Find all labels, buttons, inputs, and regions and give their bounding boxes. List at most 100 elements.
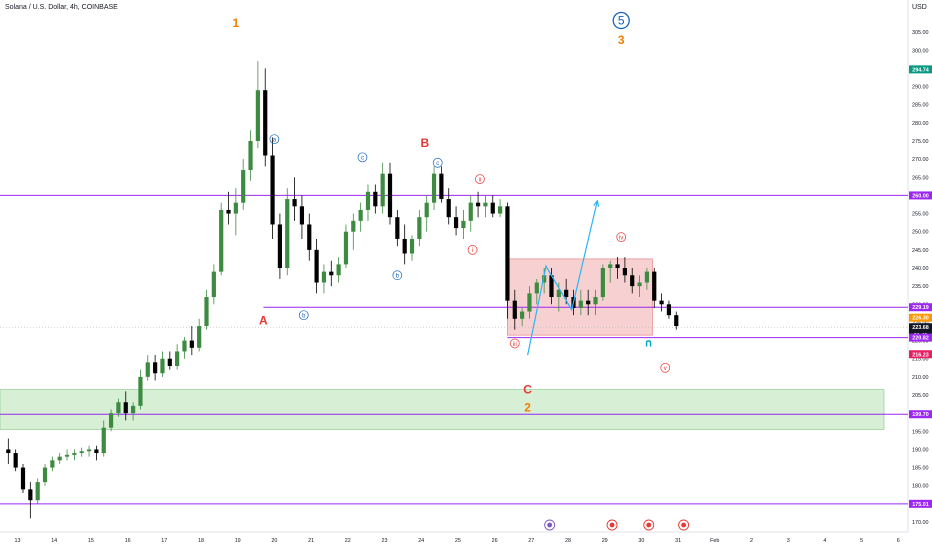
candle[interactable] <box>387 173 393 218</box>
candle[interactable] <box>351 220 356 232</box>
candle[interactable] <box>520 311 525 319</box>
candle[interactable] <box>439 173 444 200</box>
candle[interactable] <box>145 362 150 377</box>
candle[interactable] <box>307 224 312 250</box>
candle[interactable] <box>666 304 672 316</box>
candle[interactable] <box>542 275 547 283</box>
price-tag <box>909 65 932 74</box>
price-tag-label: 220.82 <box>912 336 929 342</box>
candle[interactable] <box>483 202 488 207</box>
candle[interactable] <box>263 90 268 156</box>
candle[interactable] <box>490 202 495 214</box>
candle[interactable] <box>652 271 657 301</box>
candle[interactable] <box>167 358 172 366</box>
candle[interactable] <box>270 155 275 225</box>
demand-zone[interactable] <box>0 389 885 430</box>
candle[interactable] <box>417 217 422 239</box>
candle[interactable] <box>395 217 400 239</box>
candle[interactable] <box>153 362 158 374</box>
candle[interactable] <box>674 315 679 327</box>
projection-path[interactable] <box>527 200 598 356</box>
candle[interactable] <box>402 238 407 254</box>
price-tag <box>909 323 932 332</box>
candle[interactable] <box>615 264 620 268</box>
candle[interactable] <box>365 191 371 210</box>
candle[interactable] <box>424 202 429 218</box>
candle[interactable] <box>116 402 121 414</box>
candle[interactable] <box>211 271 216 298</box>
candle[interactable] <box>644 271 650 283</box>
candle[interactable] <box>622 268 627 276</box>
candle[interactable] <box>189 340 194 348</box>
plot-area[interactable] <box>0 0 908 532</box>
candle[interactable] <box>241 170 246 203</box>
candle[interactable] <box>42 467 48 483</box>
candle[interactable] <box>255 90 260 141</box>
candle[interactable] <box>329 271 334 276</box>
candle[interactable] <box>50 460 55 468</box>
candle[interactable] <box>6 449 11 454</box>
candle[interactable] <box>219 209 224 272</box>
candle[interactable] <box>94 449 99 454</box>
candle[interactable] <box>475 202 481 207</box>
candle[interactable] <box>20 467 26 490</box>
candle[interactable] <box>86 449 92 452</box>
candle[interactable] <box>13 453 18 468</box>
y-tick-label: 300.00 <box>912 48 929 54</box>
candle[interactable] <box>461 220 466 229</box>
candle[interactable] <box>108 413 114 428</box>
candle[interactable] <box>299 206 305 225</box>
candle[interactable] <box>637 282 642 287</box>
candle[interactable] <box>380 173 385 207</box>
candle[interactable] <box>468 202 473 221</box>
candle[interactable] <box>358 209 363 221</box>
candle[interactable] <box>57 456 62 461</box>
candle[interactable] <box>564 289 569 298</box>
candle[interactable] <box>285 199 290 268</box>
candle[interactable] <box>534 282 539 294</box>
candle[interactable] <box>314 249 319 283</box>
candle[interactable] <box>630 275 635 287</box>
candle[interactable] <box>35 482 40 501</box>
candle[interactable] <box>453 217 459 229</box>
candle[interactable] <box>343 231 349 265</box>
candle[interactable] <box>72 453 77 455</box>
candle[interactable] <box>28 489 33 501</box>
candle[interactable] <box>446 199 451 218</box>
candle[interactable] <box>505 206 510 301</box>
candle[interactable] <box>233 202 238 214</box>
candle[interactable] <box>549 275 554 298</box>
candle[interactable] <box>498 206 503 214</box>
candle[interactable] <box>600 268 605 298</box>
candle[interactable] <box>373 191 378 207</box>
candle[interactable] <box>175 351 180 366</box>
candle[interactable] <box>138 376 143 406</box>
candle[interactable] <box>556 289 561 298</box>
candle[interactable] <box>586 300 591 305</box>
candle[interactable] <box>226 209 231 214</box>
candle[interactable] <box>160 358 165 374</box>
candle[interactable] <box>64 454 70 457</box>
candle[interactable] <box>608 264 613 268</box>
candle[interactable] <box>336 264 341 276</box>
candle[interactable] <box>321 271 327 283</box>
candle[interactable] <box>123 402 128 414</box>
candle[interactable] <box>101 427 106 454</box>
candle[interactable] <box>512 300 517 319</box>
candle[interactable] <box>79 451 84 454</box>
candle[interactable] <box>593 297 598 305</box>
candle[interactable] <box>277 224 283 268</box>
candle[interactable] <box>292 199 297 207</box>
candle[interactable] <box>131 405 136 414</box>
candle[interactable] <box>431 173 437 203</box>
candle[interactable] <box>578 300 583 308</box>
candle[interactable] <box>248 141 253 171</box>
candle[interactable] <box>527 293 532 312</box>
candle[interactable] <box>409 238 415 254</box>
candle[interactable] <box>204 297 209 327</box>
candle[interactable] <box>197 326 202 348</box>
y-tick-label: 280.00 <box>912 121 929 127</box>
candle[interactable] <box>182 340 187 352</box>
candle[interactable] <box>659 300 664 305</box>
